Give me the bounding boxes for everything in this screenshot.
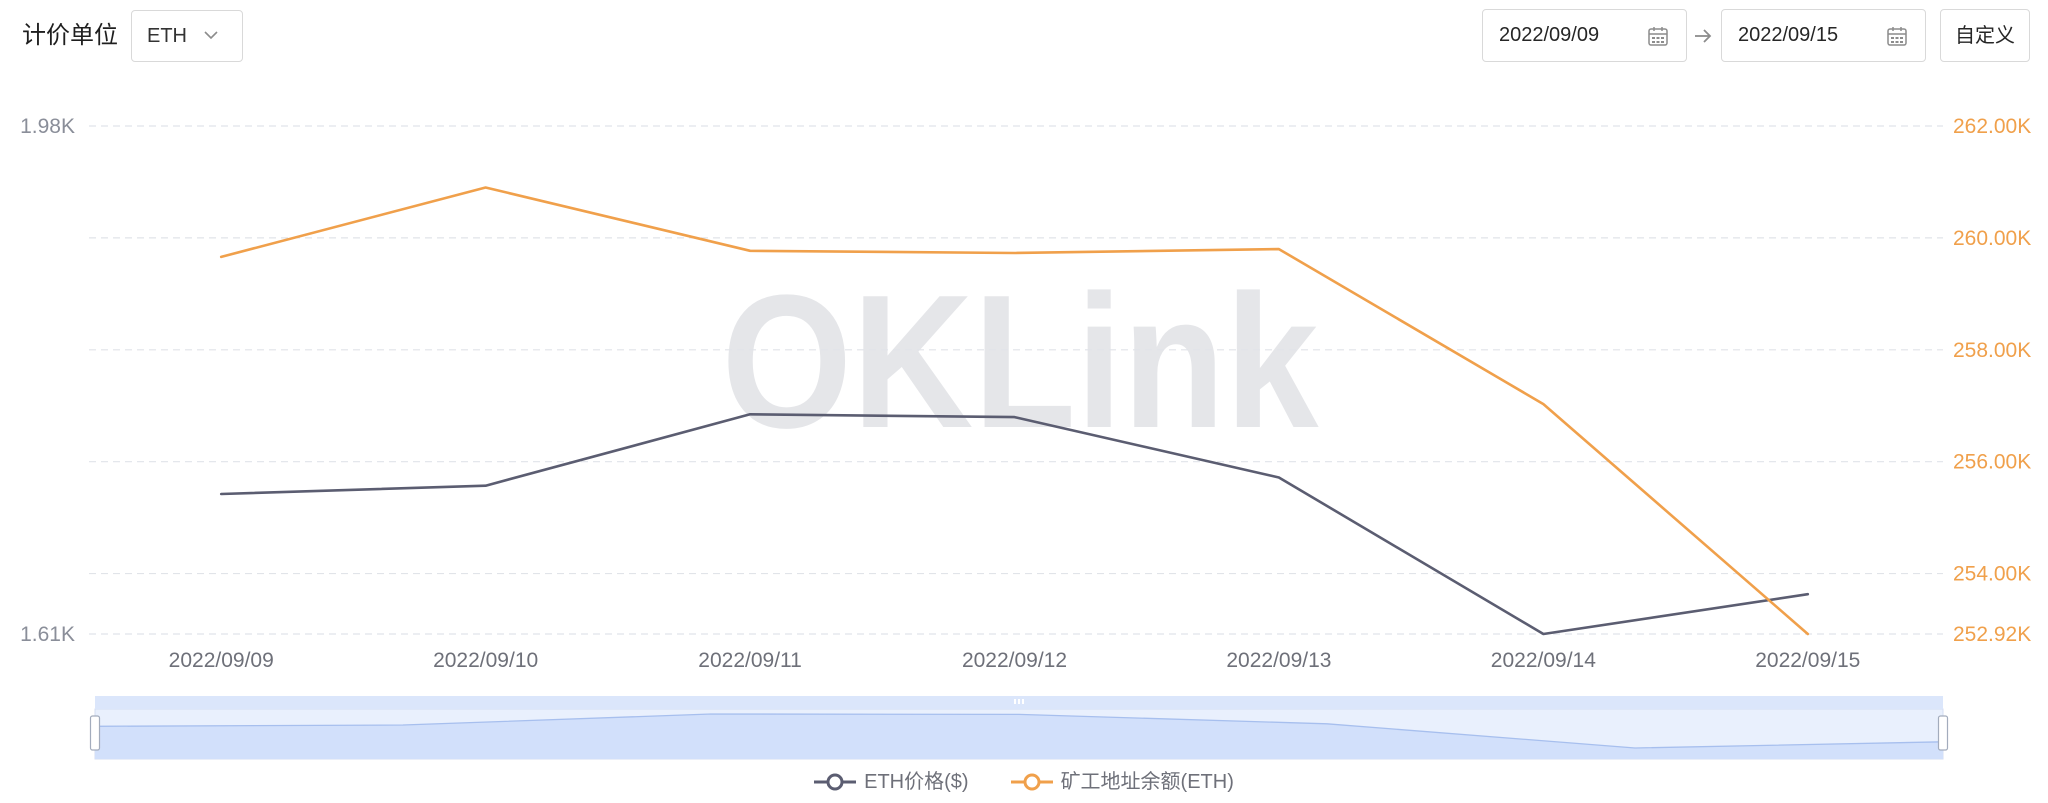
end-date-input[interactable]: 2022/09/15 bbox=[1721, 9, 1926, 62]
eth-price-data-point[interactable] bbox=[744, 408, 756, 420]
legend-line-circle-icon bbox=[1010, 773, 1053, 791]
zoom-data-shadow bbox=[95, 714, 1943, 759]
unit-label: 计价单位 bbox=[22, 21, 118, 49]
grip-icon bbox=[1022, 699, 1024, 704]
miner-balance-data-point[interactable] bbox=[744, 245, 756, 257]
toolbar: 计价单位 ETH 2022/09/09 2022/09/15 bbox=[0, 0, 2048, 70]
start-date-input[interactable]: 2022/09/09 bbox=[1482, 9, 1687, 62]
left-y-axis: 1.98K 1.61K bbox=[20, 115, 75, 646]
series-miner-balance bbox=[215, 182, 1814, 640]
eth-price-data-point[interactable] bbox=[480, 480, 492, 492]
right-axis-tick-label: 258.00K bbox=[1953, 339, 2031, 362]
gridlines bbox=[89, 125, 1943, 635]
right-axis-tick-label: 252.92K bbox=[1953, 623, 2031, 646]
miner-balance-data-point[interactable] bbox=[1273, 243, 1285, 255]
right-y-axis: 262.00K 260.00K 258.00K 256.00K 254.00K 252.9… bbox=[1953, 115, 2031, 646]
x-axis-tick-label: 2022/09/11 bbox=[698, 649, 802, 672]
unit-select[interactable]: ETH bbox=[131, 10, 243, 62]
chevron-down-icon bbox=[204, 31, 218, 40]
data-zoom-slider[interactable] bbox=[89, 696, 1949, 760]
legend-item-miner-balance[interactable]: 矿工地址余额(ETH) bbox=[1010, 770, 1234, 794]
eth-price-data-point[interactable] bbox=[1537, 628, 1549, 640]
watermark: OKLink bbox=[722, 256, 1319, 468]
x-axis-tick-label: 2022/09/15 bbox=[1755, 649, 1860, 672]
series-eth-price bbox=[215, 408, 1814, 640]
miner-balance-data-point[interactable] bbox=[1009, 247, 1021, 259]
series-line-eth-price bbox=[219, 413, 1810, 636]
x-axis: 2022/09/09 2022/09/10 2022/09/11 2022/09/12… bbox=[169, 649, 1861, 672]
zoom-handle-right[interactable] bbox=[1937, 715, 1949, 751]
right-axis-tick-label: 260.00K bbox=[1953, 227, 2031, 250]
miner-balance-data-point[interactable] bbox=[1537, 398, 1549, 410]
eth-price-data-point[interactable] bbox=[1273, 471, 1285, 483]
legend: ETH价格($) 矿工地址余额(ETH) bbox=[0, 770, 2048, 794]
right-axis-tick-label: 256.00K bbox=[1953, 451, 2031, 474]
miner-balance-data-point[interactable] bbox=[1802, 628, 1814, 640]
left-axis-tick-label: 1.61K bbox=[20, 623, 75, 646]
legend-label: ETH价格($) bbox=[864, 771, 969, 793]
grip-icon bbox=[1014, 699, 1016, 704]
legend-label: 矿工地址余额(ETH) bbox=[1060, 771, 1234, 793]
zoom-shadow-line bbox=[94, 713, 1944, 749]
eth-price-data-point[interactable] bbox=[1009, 411, 1021, 423]
zoom-handle-left[interactable] bbox=[89, 715, 101, 751]
eth-price-data-point[interactable] bbox=[215, 488, 227, 500]
legend-line-circle-icon bbox=[814, 773, 857, 791]
series-line-miner-balance bbox=[219, 186, 1810, 636]
left-axis-tick-label: 1.98K bbox=[20, 115, 75, 138]
calendar-icon[interactable] bbox=[1886, 25, 1908, 47]
start-date-value: 2022/09/09 bbox=[1499, 24, 1600, 46]
x-axis-tick-label: 2022/09/12 bbox=[962, 649, 1067, 672]
arrow-right-icon bbox=[1695, 29, 1712, 43]
miner-balance-data-point[interactable] bbox=[480, 182, 492, 194]
right-axis-tick-label: 254.00K bbox=[1953, 563, 2031, 586]
right-axis-tick-label: 262.00K bbox=[1953, 115, 2031, 138]
legend-item-eth-price[interactable]: ETH价格($) bbox=[814, 770, 969, 794]
x-axis-tick-label: 2022/09/13 bbox=[1226, 649, 1331, 672]
eth-price-data-point[interactable] bbox=[1802, 588, 1814, 600]
end-date-value: 2022/09/15 bbox=[1738, 24, 1839, 46]
custom-range-button[interactable]: 自定义 bbox=[1940, 9, 2030, 62]
miner-balance-data-point[interactable] bbox=[215, 251, 227, 263]
x-axis-tick-label: 2022/09/14 bbox=[1491, 649, 1596, 672]
calendar-icon[interactable] bbox=[1647, 25, 1669, 47]
x-axis-tick-label: 2022/09/10 bbox=[433, 649, 538, 672]
grip-icon bbox=[1018, 699, 1020, 704]
unit-select-value: ETH bbox=[147, 25, 187, 47]
x-axis-tick-label: 2022/09/09 bbox=[169, 649, 274, 672]
